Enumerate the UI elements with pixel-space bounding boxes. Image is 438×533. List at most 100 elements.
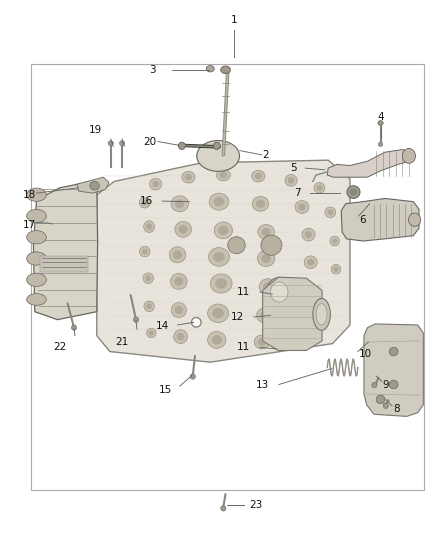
Bar	[40, 256, 88, 272]
Ellipse shape	[27, 209, 46, 223]
Text: 15: 15	[159, 385, 172, 395]
Ellipse shape	[389, 380, 398, 389]
Ellipse shape	[197, 141, 240, 171]
Ellipse shape	[347, 185, 360, 198]
Ellipse shape	[285, 174, 297, 186]
Ellipse shape	[134, 317, 139, 322]
Polygon shape	[97, 160, 350, 362]
Ellipse shape	[214, 222, 233, 239]
Ellipse shape	[173, 330, 187, 344]
Ellipse shape	[140, 246, 150, 257]
Ellipse shape	[27, 252, 46, 265]
Ellipse shape	[182, 171, 195, 183]
Ellipse shape	[208, 304, 229, 322]
Polygon shape	[364, 324, 424, 416]
Ellipse shape	[143, 273, 153, 284]
Ellipse shape	[27, 273, 46, 286]
Ellipse shape	[152, 181, 159, 187]
Ellipse shape	[221, 66, 230, 74]
Ellipse shape	[325, 207, 336, 217]
Ellipse shape	[213, 252, 225, 262]
Ellipse shape	[258, 338, 266, 346]
Text: 2: 2	[263, 150, 269, 160]
Ellipse shape	[179, 225, 188, 233]
Ellipse shape	[267, 277, 292, 306]
Ellipse shape	[304, 256, 317, 269]
Ellipse shape	[252, 196, 269, 211]
Ellipse shape	[185, 174, 192, 180]
Ellipse shape	[206, 66, 214, 72]
Polygon shape	[77, 177, 109, 193]
Ellipse shape	[208, 248, 230, 266]
Ellipse shape	[254, 335, 269, 349]
Ellipse shape	[142, 249, 148, 255]
Text: 9: 9	[383, 379, 389, 390]
Text: 6: 6	[360, 215, 366, 225]
Text: 3: 3	[149, 65, 155, 75]
Ellipse shape	[145, 275, 151, 281]
Ellipse shape	[252, 170, 265, 182]
Ellipse shape	[148, 330, 154, 336]
Bar	[31, 64, 424, 490]
Ellipse shape	[383, 403, 389, 408]
Ellipse shape	[260, 311, 269, 319]
Ellipse shape	[27, 231, 46, 244]
Text: 11: 11	[237, 287, 251, 297]
Ellipse shape	[350, 189, 357, 196]
Ellipse shape	[146, 223, 152, 230]
Ellipse shape	[305, 231, 312, 238]
Ellipse shape	[178, 142, 185, 150]
Text: 11: 11	[237, 342, 251, 352]
Ellipse shape	[228, 237, 245, 254]
Ellipse shape	[389, 348, 398, 356]
Ellipse shape	[209, 193, 229, 210]
Ellipse shape	[261, 254, 271, 263]
Ellipse shape	[304, 314, 317, 327]
Ellipse shape	[271, 282, 288, 302]
Ellipse shape	[378, 120, 383, 125]
Ellipse shape	[316, 304, 327, 325]
Text: 22: 22	[53, 342, 66, 352]
Ellipse shape	[288, 177, 294, 183]
Ellipse shape	[171, 196, 188, 212]
Ellipse shape	[144, 221, 155, 232]
Ellipse shape	[295, 200, 309, 213]
Ellipse shape	[332, 238, 337, 244]
Ellipse shape	[258, 224, 275, 239]
Ellipse shape	[214, 197, 224, 206]
Ellipse shape	[372, 382, 377, 387]
Text: 16: 16	[139, 196, 152, 206]
Text: 12: 12	[231, 312, 244, 322]
Ellipse shape	[177, 333, 184, 341]
Ellipse shape	[212, 308, 224, 318]
Ellipse shape	[314, 182, 325, 193]
Ellipse shape	[261, 228, 271, 236]
Ellipse shape	[333, 266, 339, 272]
Ellipse shape	[216, 169, 230, 181]
Ellipse shape	[257, 308, 273, 323]
Ellipse shape	[298, 204, 306, 211]
Ellipse shape	[316, 185, 322, 191]
Text: 7: 7	[294, 188, 301, 198]
Ellipse shape	[190, 374, 195, 379]
Text: 21: 21	[116, 337, 129, 346]
Ellipse shape	[170, 273, 187, 289]
Ellipse shape	[218, 225, 228, 235]
Ellipse shape	[263, 282, 273, 291]
Ellipse shape	[261, 235, 282, 255]
Text: 8: 8	[393, 404, 399, 414]
Ellipse shape	[311, 288, 318, 295]
Ellipse shape	[403, 149, 416, 164]
Ellipse shape	[147, 328, 156, 338]
Ellipse shape	[254, 173, 262, 179]
Ellipse shape	[219, 172, 227, 178]
Ellipse shape	[173, 251, 182, 259]
Ellipse shape	[191, 318, 201, 327]
Ellipse shape	[27, 188, 46, 201]
Text: 13: 13	[256, 379, 269, 390]
Ellipse shape	[27, 294, 46, 305]
Ellipse shape	[144, 301, 154, 312]
Ellipse shape	[142, 200, 148, 206]
Ellipse shape	[175, 199, 184, 208]
Text: 17: 17	[22, 220, 35, 230]
